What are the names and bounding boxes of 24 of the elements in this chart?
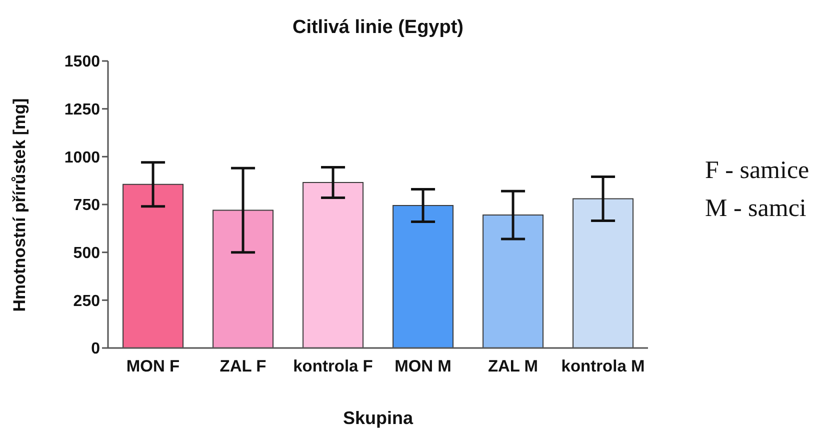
bar — [212, 210, 274, 348]
x-tick-label: ZAL F — [220, 358, 266, 376]
text: M - samci — [705, 194, 806, 224]
x-axis-title: Skupina — [342, 407, 414, 430]
bar — [572, 198, 634, 348]
x-tick-label: kontrola M — [561, 358, 645, 376]
y-tick-label: 0 — [91, 340, 100, 358]
y-tick-label: 750 — [73, 197, 100, 214]
text: F - samice — [705, 156, 810, 186]
bar — [392, 204, 454, 348]
y-tick-label: 500 — [73, 245, 100, 262]
y-axis-title: Hmotnostní přírůstek [mg] — [9, 96, 30, 314]
bar — [482, 214, 544, 348]
x-tick-label: ZAL M — [488, 358, 538, 376]
y-tick-label: 1250 — [64, 102, 100, 119]
y-tick-label: 1500 — [64, 54, 100, 71]
y-tick-label: 1000 — [64, 149, 100, 166]
x-tick-label: MON F — [126, 358, 180, 376]
y-tick-label: 250 — [73, 292, 100, 310]
chart-title: Citlivá linie (Egypt) — [291, 16, 465, 40]
x-tick-label: kontrola F — [293, 358, 373, 376]
x-tick-label: MON M — [394, 358, 452, 376]
bar — [122, 184, 184, 348]
bar — [302, 182, 364, 348]
